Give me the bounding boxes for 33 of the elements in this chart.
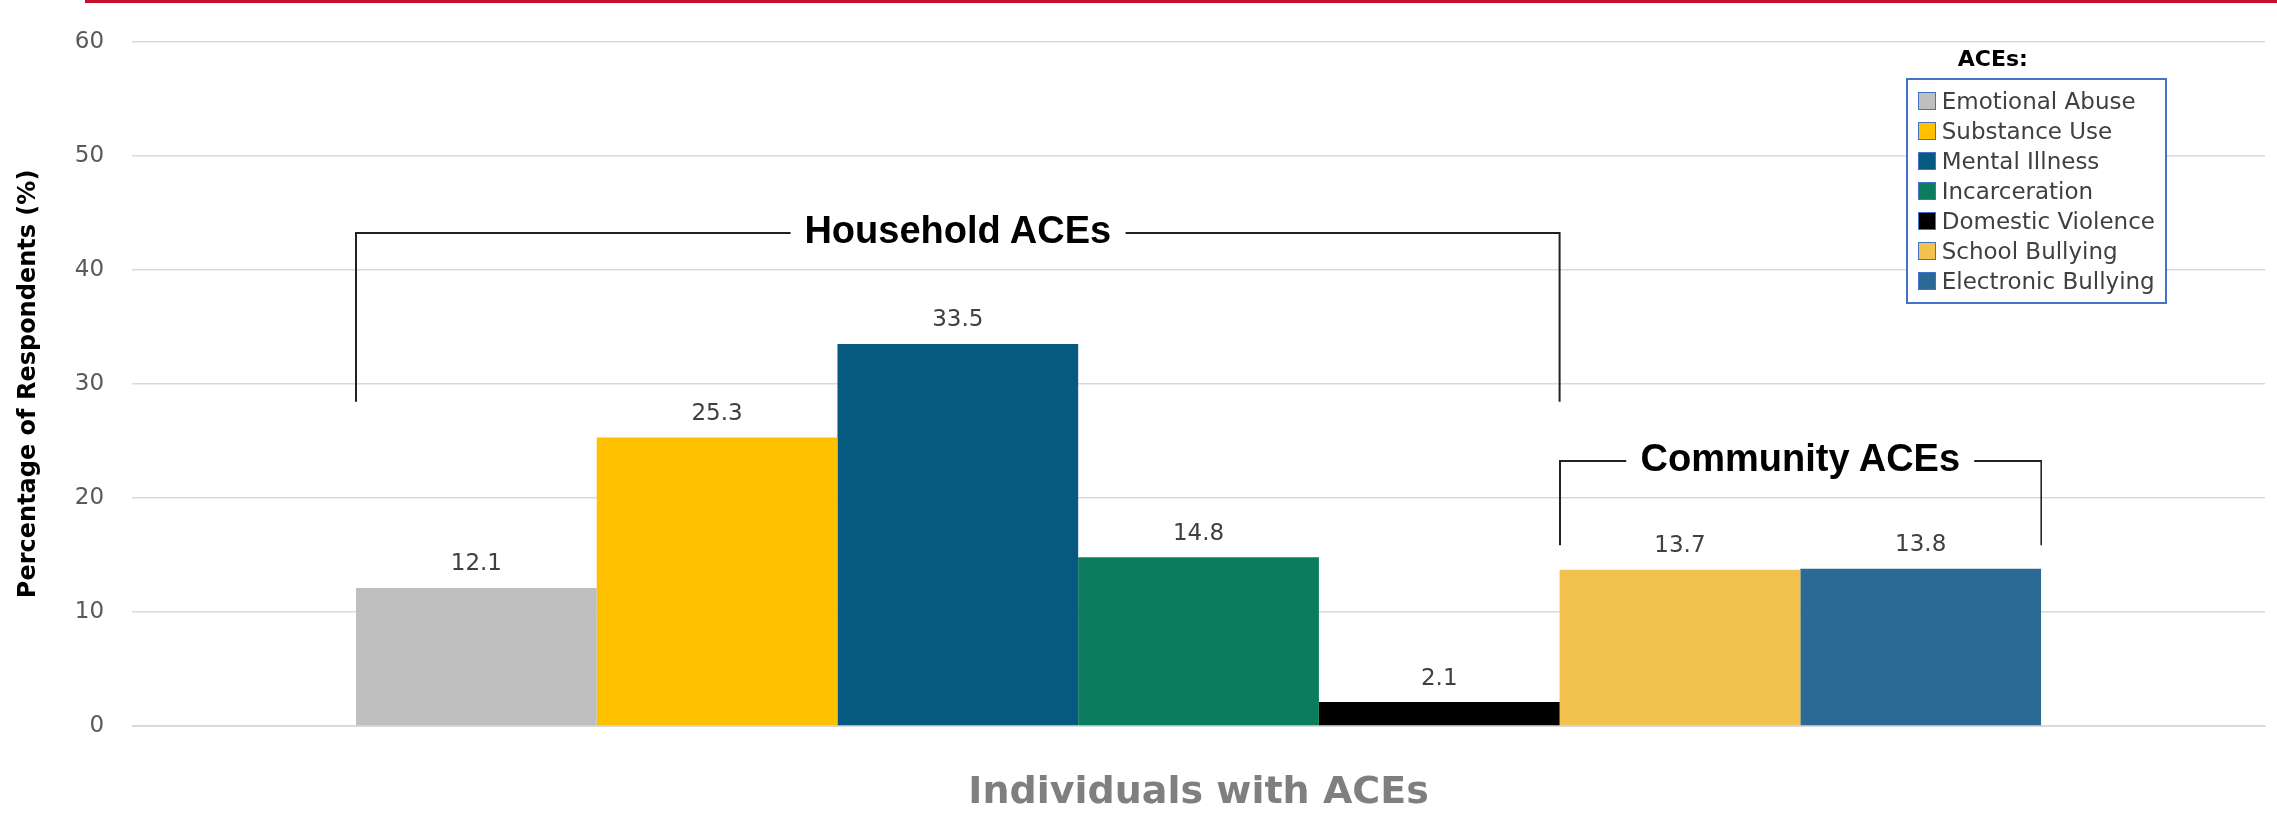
data-label: 2.1 <box>1420 663 1458 690</box>
bar <box>1800 568 2042 726</box>
legend-label: Emotional Abuse <box>1941 88 2136 114</box>
data-label: 13.8 <box>1895 530 1947 557</box>
legend-label: School Bullying <box>1941 238 2118 264</box>
legend-label: Incarceration <box>1941 178 2094 204</box>
bar <box>596 437 838 726</box>
y-tick-label: 20 <box>74 482 105 509</box>
bar <box>1559 569 1801 726</box>
data-label: 13.7 <box>1654 531 1706 558</box>
y-tick-label: 40 <box>74 254 105 281</box>
y-tick-label: 50 <box>74 140 105 167</box>
bar <box>1078 557 1319 726</box>
bar <box>837 343 1079 726</box>
bar <box>1318 702 1560 726</box>
data-label: 12.1 <box>450 549 502 576</box>
legend-label: Electronic Bullying <box>1941 268 2155 294</box>
legend-label: Domestic Violence <box>1941 208 2155 234</box>
x-axis-title: Individuals with ACEs <box>968 768 1429 813</box>
legend-title: ACEs: <box>1957 46 2028 71</box>
data-label: 14.8 <box>1172 518 1225 545</box>
annotation: Household ACEs <box>790 209 1126 253</box>
data-label: 25.3 <box>691 398 743 425</box>
y-tick-label: 60 <box>74 26 105 53</box>
bar <box>356 588 597 726</box>
y-tick-label: 0 <box>89 710 105 737</box>
y-axis-title: Percentage of Respondents (%) <box>12 169 41 599</box>
y-tick-label: 30 <box>74 368 105 395</box>
annotation: Community ACEs <box>1626 437 1975 481</box>
legend-label: Substance Use <box>1941 118 2113 144</box>
legend-label: Mental Illness <box>1941 148 2100 174</box>
y-tick-label: 10 <box>74 596 105 623</box>
data-label: 33.5 <box>932 305 984 332</box>
